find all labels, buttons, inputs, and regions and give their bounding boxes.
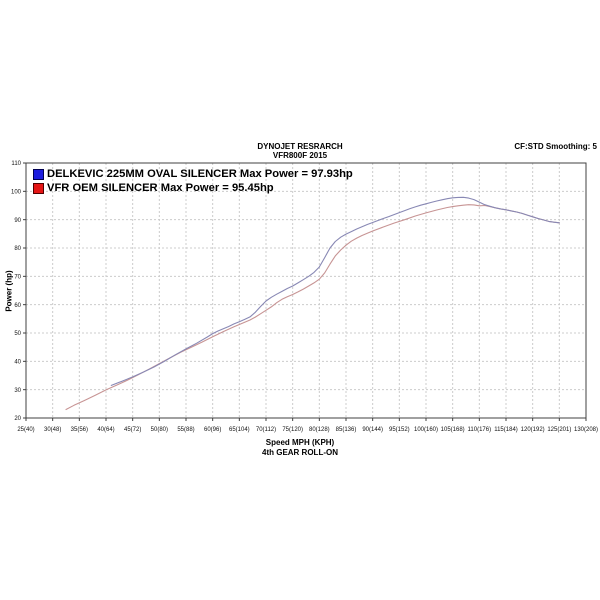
x-tick-label: 30(48) (44, 427, 61, 433)
y-tick-label: 60 (14, 303, 21, 309)
series-line-delkevic (110, 196, 560, 386)
x-axis-title: Speed MPH (KPH) (265, 438, 335, 447)
x-tick-label: 105(168) (441, 427, 465, 433)
x-tick-label: 60(96) (204, 427, 221, 433)
legend-row-vfr-oem: VFR OEM SILENCER Max Power = 95.45hp (33, 181, 353, 195)
y-tick-label: 40 (14, 360, 21, 366)
delkevic-series-swatch (33, 168, 44, 180)
legend: DELKEVIC 225MM OVAL SILENCER Max Power =… (33, 167, 353, 195)
x-tick-label: 90(144) (362, 427, 383, 433)
x-tick-label: 115(184) (494, 427, 518, 433)
y-tick-label: 70 (14, 275, 21, 281)
legend-row-delkevic: DELKEVIC 225MM OVAL SILENCER Max Power =… (33, 167, 353, 181)
x-tick-label: 50(80) (151, 427, 168, 433)
y-axis-title: Power (hp) (4, 270, 14, 312)
y-tick-label: 30 (14, 388, 21, 394)
x-tick-label: 120(192) (521, 427, 545, 433)
legend-label-delkevic: DELKEVIC 225MM OVAL SILENCER Max Power =… (47, 168, 353, 180)
x-tick-label: 125(201) (547, 427, 571, 433)
x-tick-label: 70(112) (256, 427, 276, 433)
y-tick-label: 50 (14, 331, 21, 337)
x-tick-label: 80(128) (309, 427, 330, 433)
x-tick-label: 40(64) (97, 427, 114, 433)
x-tick-label: 110(176) (468, 427, 492, 433)
chart-footnote: 4th GEAR ROLL-ON (262, 448, 338, 457)
y-tick-label: 110 (11, 161, 21, 167)
x-tick-label: 130(208) (574, 427, 598, 433)
chart-title: DYNOJET RESRARCH (257, 142, 343, 151)
x-tick-label: 75(120) (282, 427, 303, 433)
vfr-oem-series-swatch (33, 182, 44, 194)
x-tick-label: 55(88) (177, 427, 194, 433)
y-tick-label: 90 (14, 218, 21, 224)
y-tick-label: 100 (11, 190, 22, 196)
x-tick-label: 100(160) (414, 427, 438, 433)
x-tick-label: 65(104) (229, 427, 250, 433)
smoothing-note: CF:STD Smoothing: 5 (514, 142, 597, 151)
x-tick-label: 45(72) (124, 427, 141, 433)
x-tick-label: 35(56) (71, 427, 88, 433)
y-tick-label: 80 (14, 246, 21, 252)
x-tick-label: 85(136) (336, 427, 357, 433)
y-tick-label: 20 (14, 416, 21, 422)
x-tick-label: 25(40) (17, 427, 34, 433)
plot-background (26, 163, 586, 418)
x-tick-label: 95(152) (389, 427, 410, 433)
plot-frame (25, 162, 587, 419)
legend-label-vfr-oem: VFR OEM SILENCER Max Power = 95.45hp (47, 182, 274, 194)
chart-subtitle: VFR800F 2015 (272, 151, 328, 160)
